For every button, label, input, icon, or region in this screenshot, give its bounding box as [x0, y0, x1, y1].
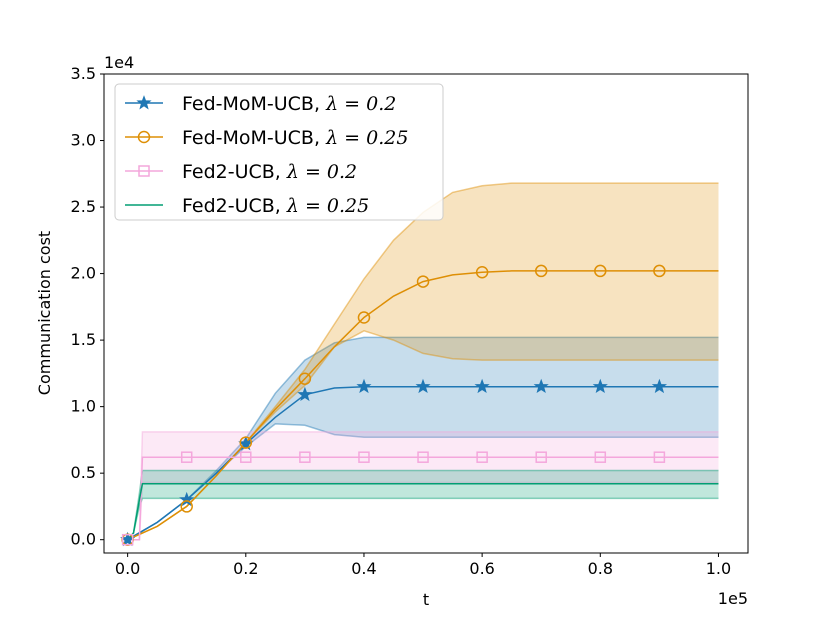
band-series-1	[127, 183, 719, 540]
legend-label-0: Fed-MoM-UCB, λ = 0.2	[182, 93, 396, 115]
series-markers	[120, 264, 668, 547]
band-series-0	[127, 337, 719, 540]
y-tick-label: 1.5	[71, 330, 96, 349]
y-tick-label: 3.5	[71, 64, 96, 83]
legend-lambda: λ = 0.2	[286, 161, 357, 183]
marker-series-0-8	[592, 378, 608, 394]
x-tick-label: 1.0	[706, 559, 731, 578]
legend-label-1: Fed-MoM-UCB, λ = 0.25	[182, 127, 408, 149]
band-series-2	[127, 431, 719, 540]
marker-series-1-6	[475, 266, 489, 279]
line-series-3	[127, 483, 719, 541]
marker-series-0-4	[356, 378, 372, 394]
band-series-3	[127, 470, 719, 540]
legend-label-2: Fed2-UCB, λ = 0.2	[182, 161, 357, 183]
x-tick-label: 0.0	[115, 559, 140, 578]
y-tick-label: 2.0	[71, 264, 96, 283]
marker-series-1-2	[239, 436, 253, 449]
marker-series-2-4	[358, 451, 370, 463]
y-tick-label: 0.5	[71, 463, 96, 482]
marker-series-0-2	[238, 435, 254, 451]
x-tick-label: 0.6	[469, 559, 494, 578]
line-series-1	[127, 270, 719, 541]
marker-series-0-7	[533, 378, 549, 394]
marker-series-1-4	[357, 311, 371, 324]
marker-series-0-5	[415, 378, 431, 394]
x-tick-label: 0.4	[351, 559, 376, 578]
marker-series-2-2	[240, 451, 252, 463]
marker-series-2-0	[121, 533, 134, 546]
marker-series-0-6	[474, 378, 490, 394]
y-tick-label: 2.5	[71, 197, 96, 216]
legend-label-3: Fed2-UCB, λ = 0.25	[182, 195, 369, 217]
y-axis-ticks: 0.0 0.5 1.0 1.5 2.0 2.5 3.0 3.5	[71, 64, 104, 549]
marker-series-1-7	[534, 264, 548, 278]
marker-series-1-1	[180, 500, 193, 513]
legend-series-name: Fed2-UCB,	[182, 161, 287, 183]
legend-marker-0	[136, 95, 152, 110]
series-lines	[127, 270, 719, 541]
x-tick-label: 0.8	[588, 559, 613, 578]
y-axis-label: Communication cost	[35, 231, 54, 395]
legend-series-name: Fed2-UCB,	[182, 195, 287, 217]
legend-series-name: Fed-MoM-UCB,	[182, 127, 326, 149]
marker-series-2-8	[594, 451, 607, 463]
legend-lambda: λ = 0.25	[286, 195, 369, 217]
marker-series-0-1	[179, 491, 195, 507]
marker-series-2-5	[417, 451, 429, 463]
band-upper-series-0	[127, 336, 719, 541]
y-tick-label: 1.0	[71, 397, 96, 416]
legend-lambda: λ = 0.2	[325, 93, 396, 115]
marker-series-2-6	[476, 451, 488, 463]
marker-series-2-1	[180, 451, 193, 463]
marker-series-1-3	[298, 372, 312, 385]
x-axis-label: t	[423, 590, 429, 609]
marker-series-1-9	[653, 264, 666, 278]
marker-series-2-3	[299, 451, 311, 463]
legend-lambda: λ = 0.25	[325, 127, 408, 149]
line-series-0	[127, 385, 719, 541]
marker-series-1-5	[416, 275, 430, 288]
marker-series-0-3	[297, 386, 313, 402]
y-axis-scale-label: 1e4	[104, 53, 134, 72]
y-tick-label: 3.0	[71, 131, 96, 150]
legend-box	[114, 83, 444, 221]
marker-series-0-9	[651, 378, 668, 394]
x-tick-label: 0.2	[233, 559, 258, 578]
line-series-2	[127, 456, 719, 541]
x-axis-scale-label: 1e5	[718, 589, 748, 608]
legend-marker-2	[138, 165, 150, 177]
legend-series-name: Fed-MoM-UCB,	[182, 93, 326, 115]
legend-marker-1	[137, 130, 151, 144]
plot-frame	[103, 73, 749, 554]
y-tick-label: 0.0	[71, 530, 96, 549]
marker-series-2-7	[535, 451, 547, 463]
x-axis-ticks: 0.0 0.2 0.4 0.6 0.8 1.0	[115, 553, 731, 578]
marker-series-2-9	[653, 451, 666, 463]
marker-series-1-8	[594, 264, 607, 278]
